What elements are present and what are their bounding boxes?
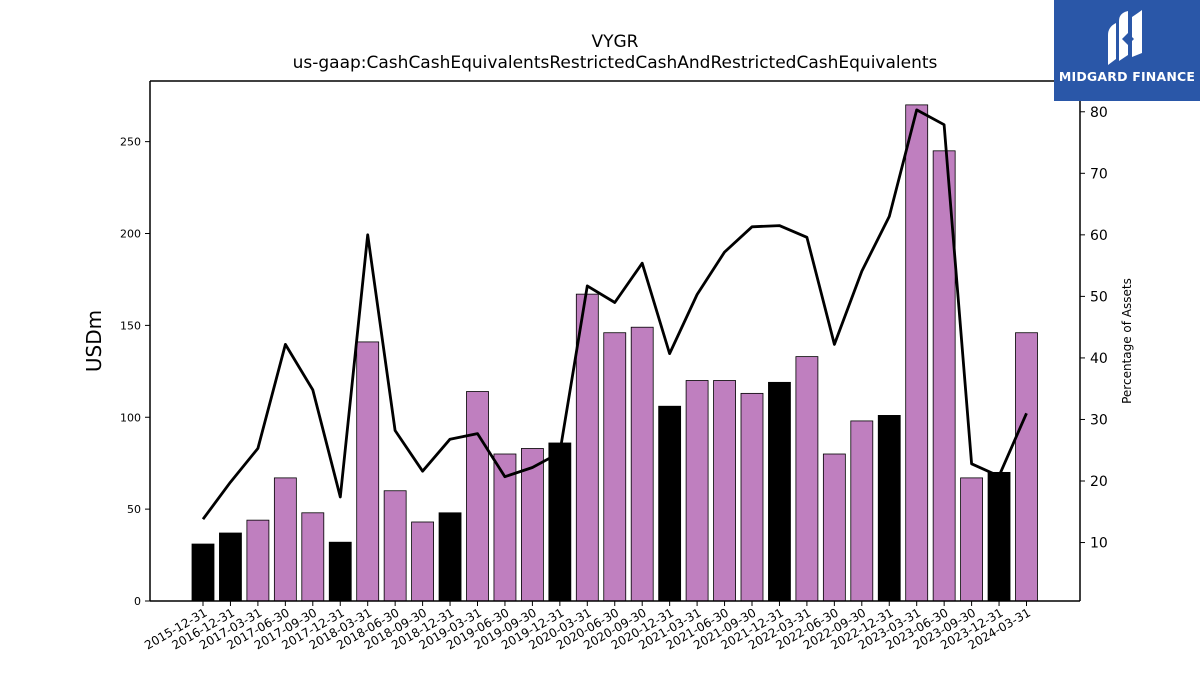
bar-2022-09-30 — [850, 420, 874, 602]
left-tick-label: 150 — [120, 319, 141, 332]
midgard-finance-logo: MIDGARD FINANCE — [1054, 0, 1200, 101]
bar-2017-03-31 — [246, 519, 270, 602]
right-tick-label: 60 — [1090, 228, 1108, 244]
left-tick-label: 0 — [134, 595, 141, 608]
y2-axis-label: Percentage of Assets — [1120, 278, 1134, 404]
bar-2024-03-31 — [1015, 332, 1038, 602]
left-axis-ticks: 0 50 100 150 200 250 — [120, 136, 150, 608]
x-axis-ticks: 2015-12-312016-12-312017-03-312017-06-30… — [142, 601, 1033, 652]
bar-2017-06-30 — [273, 477, 297, 602]
bar-2018-06-30 — [383, 490, 407, 602]
right-tick-label: 30 — [1090, 412, 1108, 428]
right-tick-label: 50 — [1090, 289, 1108, 305]
bar-2020-12-31 — [658, 405, 682, 602]
bar-2020-06-30 — [603, 332, 627, 602]
bar-2021-06-30 — [713, 380, 736, 602]
bar-2023-09-30 — [960, 477, 983, 602]
right-tick-label: 80 — [1090, 105, 1108, 121]
chart-subtitle: us-gaap:CashCashEquivalentsRestrictedCas… — [292, 53, 938, 73]
bar-2023-03-31 — [905, 104, 929, 602]
bar-2021-12-31 — [768, 381, 791, 602]
bar-2015-12-31 — [191, 543, 215, 602]
logo-mark-icon — [1108, 10, 1142, 65]
right-tick-label: 20 — [1090, 474, 1108, 490]
bar-2018-09-30 — [411, 521, 435, 602]
bar-2022-06-30 — [822, 453, 846, 602]
bars — [191, 104, 1038, 602]
bar-2021-03-31 — [685, 380, 709, 602]
bar-2017-09-30 — [301, 512, 325, 602]
line-layer — [201, 108, 1028, 521]
bar-2018-12-31 — [438, 512, 462, 602]
logo-text: MIDGARD FINANCE — [1058, 69, 1196, 84]
right-tick-label: 10 — [1090, 536, 1108, 552]
y-axis-label: USDm — [82, 310, 106, 372]
bar-2023-12-31 — [987, 471, 1011, 602]
bar-2022-12-31 — [877, 415, 901, 602]
right-tick-label: 40 — [1090, 351, 1108, 367]
bar-2019-12-31 — [548, 442, 572, 602]
bar-2020-09-30 — [630, 326, 654, 602]
bar-2019-03-31 — [466, 391, 489, 602]
bar-2017-12-31 — [328, 541, 352, 602]
left-tick-label: 250 — [120, 136, 141, 149]
bar-2021-09-30 — [740, 392, 764, 602]
bar-2022-03-31 — [795, 356, 819, 602]
bar-2016-12-31 — [219, 532, 242, 602]
right-tick-label: 70 — [1090, 166, 1108, 182]
left-tick-label: 100 — [120, 411, 141, 424]
left-tick-label: 200 — [120, 228, 141, 241]
bar-2018-03-31 — [356, 341, 380, 602]
left-tick-label: 50 — [127, 503, 141, 516]
chart-title: VYGR — [591, 32, 639, 52]
percentage-of-assets-line — [201, 108, 1028, 521]
right-axis-ticks: 10 20 30 40 50 60 70 80 — [1080, 105, 1108, 552]
